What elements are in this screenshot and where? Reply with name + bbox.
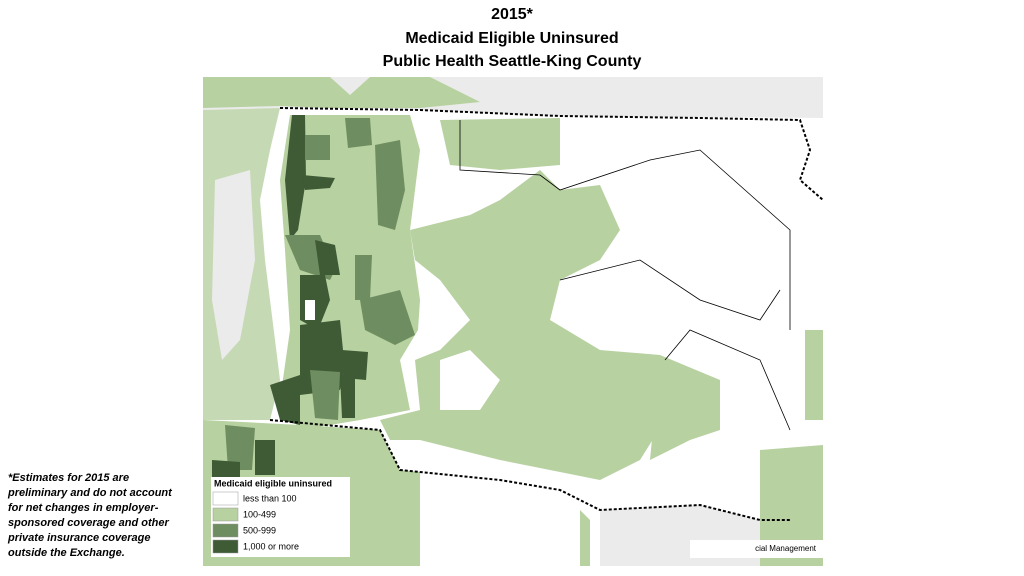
region — [305, 135, 330, 160]
legend-swatch — [212, 507, 239, 522]
county-boundary — [269, 419, 790, 521]
region — [760, 445, 823, 566]
region — [360, 290, 415, 345]
region — [302, 175, 335, 190]
region — [420, 470, 580, 566]
legend-title: Medicaid eligible uninsured — [214, 478, 332, 488]
region — [342, 350, 368, 380]
source-box — [690, 540, 823, 558]
footnote-line: outside the Exchange. — [8, 547, 125, 559]
tract-boundary — [559, 259, 781, 321]
tract-boundary — [459, 120, 791, 330]
region — [805, 330, 823, 420]
region — [285, 115, 306, 240]
footnote-line: preliminary and do not account — [7, 487, 173, 499]
tract-boundary — [664, 329, 791, 431]
legend-swatch — [212, 491, 239, 506]
footnote-line: sponsored coverage and other — [8, 517, 169, 529]
region — [650, 355, 720, 460]
region — [310, 370, 340, 420]
region — [255, 440, 275, 475]
title: 2015* Medicaid Eligible Uninsured Public… — [383, 6, 642, 70]
footnote: *Estimates for 2015 are preliminary and … — [7, 472, 173, 559]
title-line: Public Health Seattle-King County — [383, 53, 642, 70]
map — [203, 77, 823, 566]
region — [355, 255, 372, 300]
legend-swatch — [212, 539, 239, 554]
source-text: cial Management — [755, 544, 817, 553]
region — [270, 375, 300, 425]
region — [225, 425, 255, 470]
legend: Medicaid eligible uninsured less than 10… — [211, 477, 350, 557]
footnote-line: private insurance coverage — [7, 532, 150, 544]
legend-swatch — [212, 523, 239, 538]
legend-label: 500-999 — [243, 525, 276, 535]
region — [440, 350, 500, 410]
region — [345, 118, 372, 148]
footnote-line: *Estimates for 2015 are — [8, 472, 129, 484]
water — [212, 170, 255, 360]
legend-label: less than 100 — [243, 493, 297, 503]
region — [212, 460, 240, 480]
footnote-line: for net changes in employer- — [8, 502, 159, 514]
region — [340, 375, 355, 418]
legend-label: 1,000 or more — [243, 541, 299, 551]
region — [305, 300, 315, 320]
title-line: Medicaid Eligible Uninsured — [405, 30, 618, 47]
legend-label: 100-499 — [243, 509, 276, 519]
region — [440, 118, 560, 170]
region — [375, 140, 405, 230]
county-boundary — [279, 107, 823, 201]
region — [203, 77, 480, 108]
region — [315, 240, 340, 275]
title-line: 2015* — [491, 6, 534, 23]
